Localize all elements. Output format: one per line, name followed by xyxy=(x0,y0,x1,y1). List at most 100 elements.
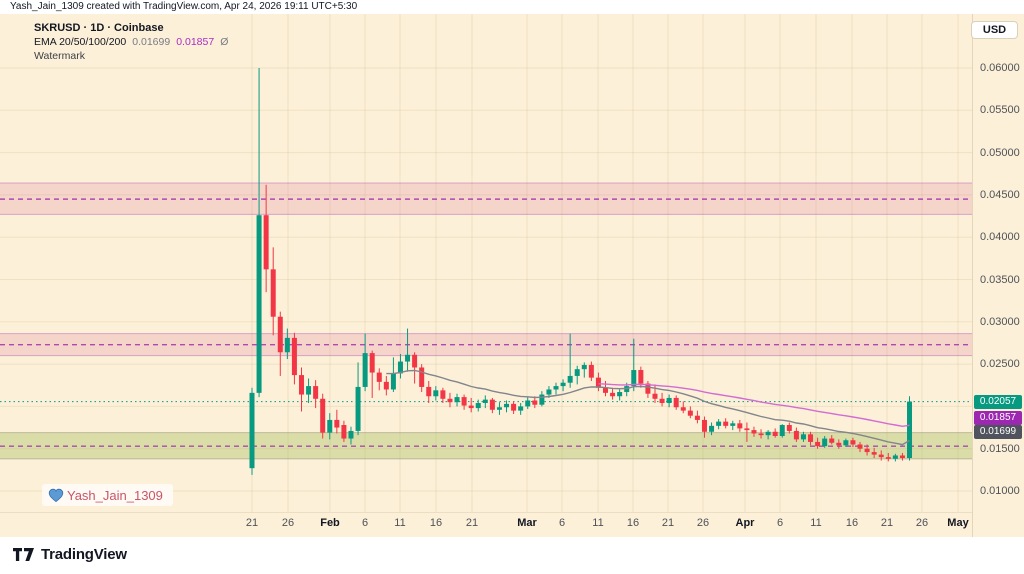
time-tick-label: 6 xyxy=(776,517,784,529)
time-tick-label: 6 xyxy=(558,517,566,529)
candle xyxy=(822,436,828,448)
candle xyxy=(631,338,637,392)
candle xyxy=(475,399,481,412)
time-tick-label: Mar xyxy=(517,517,537,529)
candle xyxy=(808,431,814,446)
candle xyxy=(454,393,460,407)
candle xyxy=(610,387,616,400)
symbol-legend: SKRUSD · 1D · Coinbase xyxy=(34,22,164,34)
candle xyxy=(348,426,354,445)
candle xyxy=(327,413,333,440)
ema-null-symbol: Ø xyxy=(220,36,229,48)
candle xyxy=(539,391,545,407)
price-tick-label: 0.05500 xyxy=(980,104,1020,117)
candle xyxy=(405,328,411,372)
tradingview-logo-icon xyxy=(13,548,34,561)
candle xyxy=(793,427,799,442)
time-tick-label: Apr xyxy=(735,517,755,529)
candle xyxy=(687,406,693,419)
candle xyxy=(390,357,396,393)
candle xyxy=(581,362,587,378)
author-watermark: Yash_Jain_1309 xyxy=(42,484,173,506)
time-tick-label: 26 xyxy=(281,517,295,529)
candle xyxy=(482,395,488,409)
candle xyxy=(588,361,594,382)
tradingview-logo[interactable]: TradingView xyxy=(13,545,127,563)
time-tick-label: 11 xyxy=(592,517,604,529)
candle xyxy=(291,332,297,385)
time-tick-label: 16 xyxy=(845,517,859,529)
candle xyxy=(843,438,849,448)
candle xyxy=(885,452,891,462)
time-tick-label: 16 xyxy=(429,517,443,529)
watermark-username: Yash_Jain_1309 xyxy=(67,487,163,503)
blue-heart-icon xyxy=(48,488,64,502)
candle xyxy=(468,397,474,413)
candle xyxy=(553,382,559,395)
candle xyxy=(595,372,601,392)
price-tick-label: 0.05000 xyxy=(980,146,1020,159)
tradingview-logo-text: TradingView xyxy=(41,545,127,563)
chart-legend: SKRUSD · 1D · Coinbase EMA 20/50/100/200… xyxy=(34,22,228,63)
candle xyxy=(306,378,312,404)
candle xyxy=(892,453,898,462)
candle xyxy=(560,379,566,392)
candle xyxy=(489,397,495,414)
candle xyxy=(864,444,870,456)
candle xyxy=(857,441,863,453)
candle xyxy=(518,403,524,415)
ema-legend: EMA 20/50/100/200 0.01699 0.01857 Ø xyxy=(34,36,228,49)
time-tick-label: 26 xyxy=(915,517,929,529)
candle xyxy=(277,311,283,376)
price-axis[interactable]: 0.06000 0.05500 0.05000 0.04500 0.04000 0.035… xyxy=(972,14,1024,537)
candle xyxy=(334,409,340,434)
candle xyxy=(786,422,792,434)
time-tick-label: 16 xyxy=(626,517,640,529)
candle xyxy=(673,395,679,410)
candle xyxy=(603,381,608,397)
candle xyxy=(433,386,439,401)
price-axis-separator xyxy=(972,14,973,537)
candle xyxy=(829,435,835,445)
candle xyxy=(263,184,269,293)
candle xyxy=(645,381,651,398)
candle xyxy=(758,429,764,439)
candle xyxy=(815,437,821,449)
time-tick-label: 6 xyxy=(361,517,369,529)
attribution-bar: Yash_Jain_1309 created with TradingView.… xyxy=(0,0,1024,14)
candle xyxy=(779,424,785,438)
candle xyxy=(737,419,743,432)
candle xyxy=(341,420,347,442)
price-tick-label: 0.06000 xyxy=(980,62,1020,74)
candle xyxy=(899,452,905,461)
candle xyxy=(397,353,403,379)
ema50-line xyxy=(598,383,910,428)
time-tick-label: 11 xyxy=(394,517,406,529)
candle xyxy=(256,68,262,398)
time-tick-label: Feb xyxy=(320,517,340,529)
price-tick-label: 0.03500 xyxy=(980,273,1020,286)
candle xyxy=(701,416,707,438)
candle xyxy=(666,394,672,408)
candle xyxy=(744,422,750,442)
time-axis-separator xyxy=(0,512,972,513)
candle xyxy=(694,410,700,424)
candle xyxy=(419,364,425,393)
ema20-value: 0.01699 xyxy=(132,36,171,48)
candle xyxy=(652,384,658,404)
candle xyxy=(362,333,368,392)
candle xyxy=(376,368,382,391)
candle xyxy=(751,426,757,437)
candle xyxy=(298,367,304,412)
candle xyxy=(709,422,715,436)
candle xyxy=(878,450,884,461)
candle xyxy=(659,392,665,407)
ema20-line xyxy=(386,369,910,446)
candle xyxy=(532,396,538,409)
candle xyxy=(320,393,326,439)
currency-toggle-button[interactable]: USD xyxy=(971,21,1018,39)
price-tick-label: 0.01000 xyxy=(980,485,1020,497)
candle xyxy=(461,394,467,410)
time-axis[interactable]: 21 26 Feb 6 11 16 21 Mar 6 11 16 21 26 Apr 6 11 16 21 26 Ma… xyxy=(0,512,972,537)
